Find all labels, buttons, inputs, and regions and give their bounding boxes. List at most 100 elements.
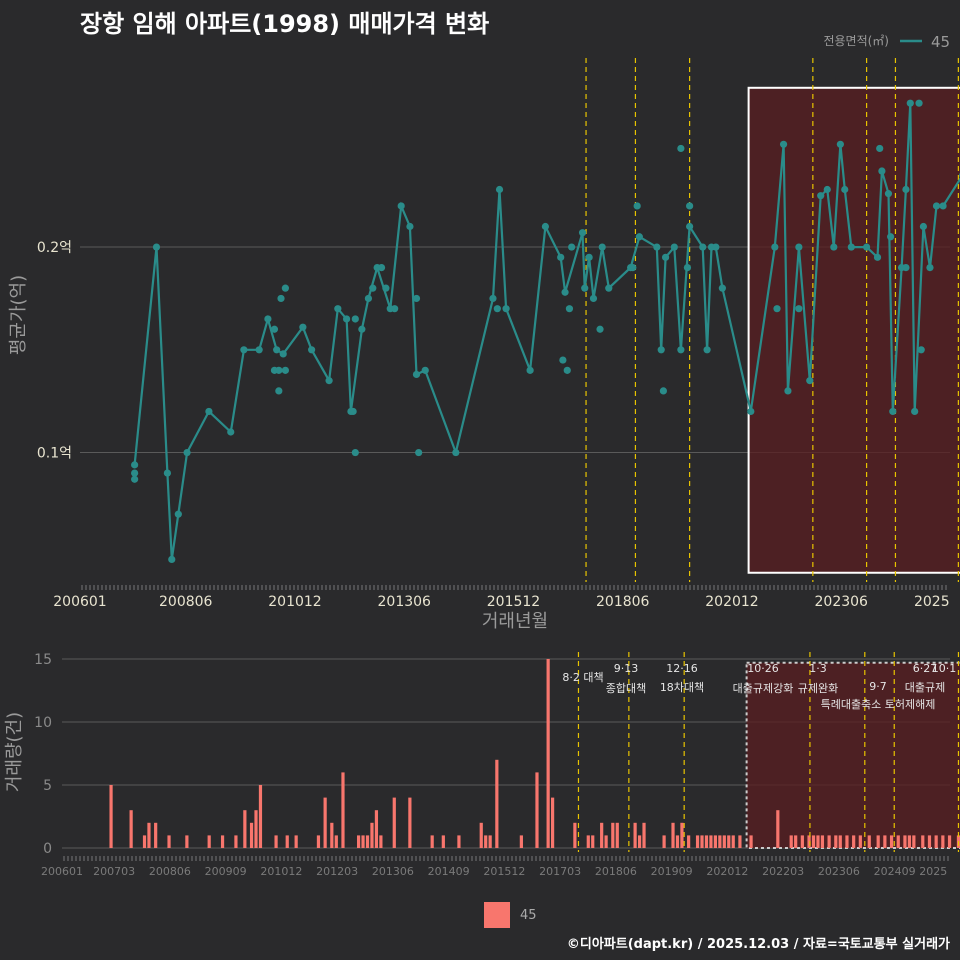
price-point bbox=[830, 243, 838, 251]
price-point bbox=[596, 325, 604, 333]
policy-annotation-date: 6·27 bbox=[913, 662, 938, 675]
volume-bar bbox=[154, 822, 158, 848]
volume-bar bbox=[794, 835, 798, 848]
volume-legend-label: 45 bbox=[520, 907, 537, 923]
volume-bar bbox=[254, 810, 258, 848]
volume-bar bbox=[591, 835, 595, 848]
price-point bbox=[686, 222, 694, 231]
price-point bbox=[412, 294, 421, 303]
volume-bar bbox=[889, 835, 894, 848]
price-point bbox=[240, 346, 248, 354]
volume-bar bbox=[408, 797, 412, 848]
volume-x-tick-label: 202203 bbox=[762, 865, 804, 878]
price-x-axis-title: 거래년월 bbox=[482, 611, 548, 632]
price-point bbox=[382, 284, 390, 292]
volume-bar bbox=[858, 835, 862, 848]
price-point bbox=[876, 144, 884, 153]
volume-bar bbox=[374, 810, 379, 848]
volume-x-tick-label: 201012 bbox=[260, 865, 302, 878]
price-point bbox=[255, 346, 263, 354]
price-point bbox=[911, 407, 919, 416]
price-point bbox=[342, 315, 351, 323]
price-point bbox=[349, 407, 357, 416]
price-x-ticks: 200601 200806 201012 201306 201512 201806 2020… bbox=[53, 594, 949, 610]
volume-bar bbox=[600, 822, 604, 848]
volume-bar bbox=[941, 835, 945, 848]
price-point bbox=[351, 315, 359, 323]
price-series-line bbox=[133, 103, 960, 560]
volume-bar bbox=[185, 835, 189, 848]
price-point bbox=[351, 448, 359, 457]
volume-bar bbox=[234, 835, 238, 848]
price-point bbox=[493, 305, 501, 313]
price-point bbox=[718, 284, 726, 292]
price-point bbox=[841, 185, 849, 194]
policy-annotation-date: 12·16 bbox=[666, 662, 698, 675]
price-point bbox=[836, 140, 844, 148]
price-point bbox=[661, 253, 670, 261]
volume-bar bbox=[495, 759, 499, 848]
volume-bar bbox=[816, 835, 820, 848]
policy-annotation-text: 특례대출축소 토허제해제 bbox=[821, 697, 936, 711]
volume-bar bbox=[249, 822, 254, 848]
price-x-tick-label: 202012 bbox=[705, 594, 758, 610]
price-point bbox=[659, 387, 667, 395]
price-point bbox=[589, 294, 598, 303]
volume-policy-lines bbox=[577, 652, 960, 852]
price-point bbox=[277, 294, 285, 303]
price-point bbox=[561, 288, 569, 296]
volume-bar bbox=[731, 835, 735, 848]
volume-bar bbox=[586, 835, 590, 848]
price-chart: 200601 200806 201012 201306 201512 201806 2020… bbox=[8, 33, 960, 632]
volume-bar bbox=[883, 835, 887, 848]
price-y-ticks: 0.1억 0.2억 bbox=[37, 240, 72, 461]
volume-bar bbox=[546, 659, 550, 848]
policy-annotation-date: 9·7 bbox=[869, 680, 887, 693]
price-y-tick-label: 0.1억 bbox=[37, 446, 72, 462]
price-point bbox=[878, 167, 886, 175]
volume-bar bbox=[749, 835, 753, 848]
volume-x-tick-label: 201703 bbox=[539, 865, 581, 878]
price-point bbox=[275, 366, 283, 374]
volume-bar bbox=[722, 835, 726, 848]
volume-x-ticks: 200601 200703 200806 200909 201012 201203 2013… bbox=[41, 865, 947, 878]
price-point bbox=[559, 356, 567, 364]
volume-minor-ticks bbox=[63, 856, 949, 861]
volume-bar bbox=[934, 835, 938, 848]
price-point bbox=[873, 253, 882, 261]
volume-bar bbox=[827, 835, 831, 848]
volume-x-tick-label: 201306 bbox=[372, 865, 414, 878]
volume-bar bbox=[479, 822, 483, 848]
price-y-axis-title: 평균가(억) bbox=[8, 275, 29, 355]
volume-bar bbox=[896, 835, 900, 848]
volume-bar bbox=[361, 835, 365, 848]
volume-bar bbox=[838, 835, 842, 848]
volume-bar bbox=[800, 835, 804, 848]
volume-bar bbox=[727, 835, 731, 848]
price-point bbox=[131, 469, 139, 477]
price-point bbox=[939, 202, 947, 210]
policy-annotation-text: 규제완화 bbox=[798, 682, 838, 695]
price-point bbox=[391, 305, 399, 313]
volume-x-tick-label: 200806 bbox=[149, 865, 191, 878]
price-point bbox=[281, 284, 289, 292]
volume-x-tick-label: 200703 bbox=[93, 865, 135, 878]
price-point bbox=[358, 325, 366, 333]
price-point bbox=[795, 243, 803, 251]
volume-bar bbox=[671, 822, 675, 848]
price-point bbox=[421, 366, 429, 374]
volume-bar bbox=[642, 822, 646, 848]
volume-bar bbox=[330, 822, 334, 848]
price-point bbox=[657, 346, 665, 354]
volume-bar bbox=[811, 835, 816, 848]
volume-bar bbox=[615, 822, 619, 848]
volume-bar bbox=[243, 810, 247, 848]
price-point bbox=[598, 243, 606, 251]
price-point bbox=[565, 305, 574, 313]
price-point bbox=[183, 448, 191, 457]
price-point bbox=[334, 305, 342, 313]
volume-x-tick-label: 201909 bbox=[651, 865, 693, 878]
volume-bar bbox=[867, 835, 871, 848]
volume-bar bbox=[611, 822, 615, 848]
volume-x-tick-label: 202409 bbox=[874, 865, 916, 878]
